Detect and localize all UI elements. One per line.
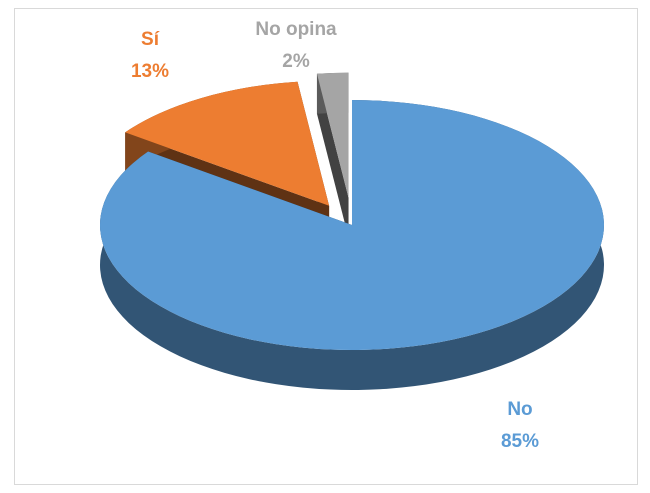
labels: Sí 13% No opina 2% No 85%: [131, 19, 539, 452]
slice-value-label: 2%: [282, 51, 310, 72]
slice: [100, 100, 605, 350]
slice-value-label: 85%: [501, 431, 539, 452]
slice-category-label: No: [507, 399, 532, 420]
slice: [316, 72, 349, 198]
slice-cut-face: [316, 73, 349, 238]
slice-category-label: Sí: [141, 29, 160, 50]
slice: [125, 81, 330, 206]
pie: [100, 72, 605, 390]
slice-value-label: 13%: [131, 61, 169, 82]
slice-category-label: No opina: [255, 19, 337, 40]
